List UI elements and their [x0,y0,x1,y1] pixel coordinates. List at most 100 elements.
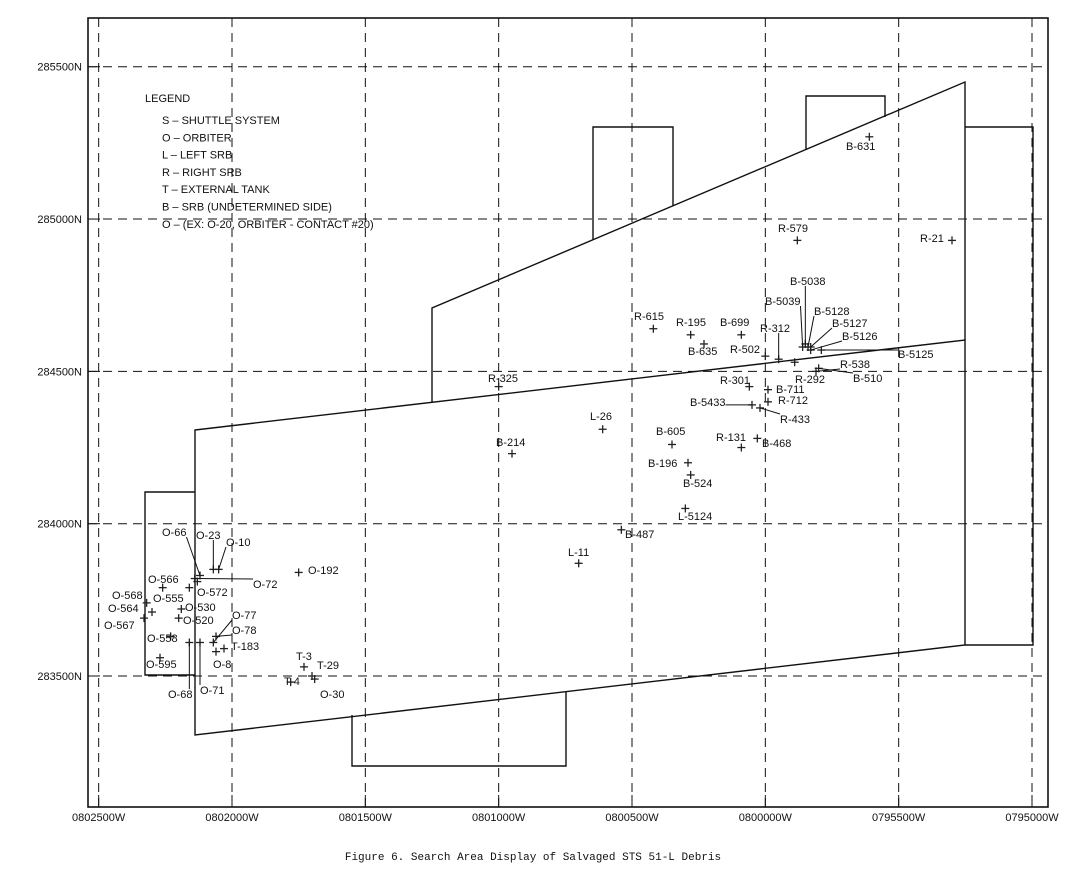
point-label: B-524 [683,478,712,490]
point-label: L-26 [590,411,612,423]
point-label: B-699 [720,317,749,329]
point-label: O-555 [153,593,184,605]
point-label: R-195 [676,317,706,329]
point-label: O-558 [147,633,178,645]
point-label: B-5128 [814,306,849,318]
point-label: B-635 [688,346,717,358]
point-label: B-468 [762,438,791,450]
x-tick-label: 0795000W [1005,812,1059,824]
debris-point [185,584,193,592]
x-tick-label: 0802500W [72,812,126,824]
point-label: R-502 [730,344,760,356]
point-label: R-301 [720,375,750,387]
point-label: R-538 [840,359,870,371]
point-label: T-183 [231,641,259,653]
search-area-box [352,692,566,766]
leader-line [760,408,780,414]
point-label: O-564 [108,603,139,615]
debris-point [649,325,657,333]
x-tick-label: 0801000W [472,812,526,824]
point-label: R-325 [488,373,518,385]
y-tick-label: 285500N [37,62,82,74]
point-label: O-71 [200,685,224,697]
point-label: R-312 [760,323,790,335]
point-label: B-487 [625,529,654,541]
search-area-box [965,127,1033,645]
point-label: R-579 [778,223,808,235]
point-label: T-3 [296,651,312,663]
point-label: O-66 [162,527,186,539]
debris-point [148,608,156,616]
point-label: O-566 [148,574,179,586]
debris-point [220,645,228,653]
legend-item: S – SHUTTLE SYSTEM [162,115,280,127]
point-label: B-214 [496,437,525,449]
debris-point [175,614,183,622]
leader-line [811,328,832,347]
leader-line [216,635,232,636]
debris-point [737,444,745,452]
point-label: B-510 [853,373,882,385]
legend-item: B – SRB (UNDETERMINED SIDE) [162,202,332,214]
point-label: B-5039 [765,296,800,308]
y-tick-label: 284500N [37,366,82,378]
debris-point [793,236,801,244]
point-label: O-23 [196,530,220,542]
leader-line [800,306,802,347]
debris-point [508,450,516,458]
debris-point [599,425,607,433]
debris-point [761,352,769,360]
legend-item: O – (EX: O-20, ORBITER - CONTACT #20) [162,219,374,231]
legend-item: R – RIGHT SRB [162,167,242,179]
point-label: O-567 [104,620,135,632]
debris-point [948,236,956,244]
point-label: O-10 [226,537,250,549]
point-label: B-5127 [832,318,867,330]
point-label: O-30 [320,689,344,701]
point-label: O-72 [253,579,277,591]
point-label: O-595 [146,659,177,671]
point-label: B-196 [648,458,677,470]
debris-point [140,614,148,622]
point-label: B-631 [846,141,875,153]
point-label: B-5038 [790,276,825,288]
x-tick-label: 0801500W [339,812,393,824]
point-label: O-78 [232,625,256,637]
debris-point [865,133,873,141]
point-label: R-433 [780,414,810,426]
point-label: B-5126 [842,331,877,343]
point-label: O-568 [112,590,143,602]
point-label: R-131 [716,432,746,444]
debris-point [143,599,151,607]
point-label: R-21 [920,233,944,245]
x-tick-label: 0802000W [205,812,259,824]
debris-point [684,459,692,467]
point-label: L-5124 [678,511,712,523]
point-label: O-572 [197,587,228,599]
point-label: L-11 [568,547,589,559]
y-tick-label: 283500N [37,671,82,683]
point-label: B-605 [656,426,685,438]
legend-item: O – ORBITER [162,132,232,144]
point-label: O-77 [232,610,256,622]
leader-line [219,547,226,569]
point-label: B-5125 [898,349,933,361]
debris-point [300,663,308,671]
point-label: O-520 [183,615,214,627]
point-label: B-5433 [690,397,725,409]
point-label: R-615 [634,311,664,323]
point-label: O-192 [308,565,339,577]
point-label: O-8 [213,659,231,671]
point-label: O-530 [185,602,216,614]
x-tick-label: 0800500W [605,812,659,824]
legend-item: T – EXTERNAL TANK [162,184,270,196]
x-tick-label: 0800000W [739,812,793,824]
leader-line [808,316,814,347]
debris-point [295,568,303,576]
debris-point [737,331,745,339]
y-tick-label: 285000N [37,214,82,226]
y-tick-label: 284000N [37,519,82,531]
